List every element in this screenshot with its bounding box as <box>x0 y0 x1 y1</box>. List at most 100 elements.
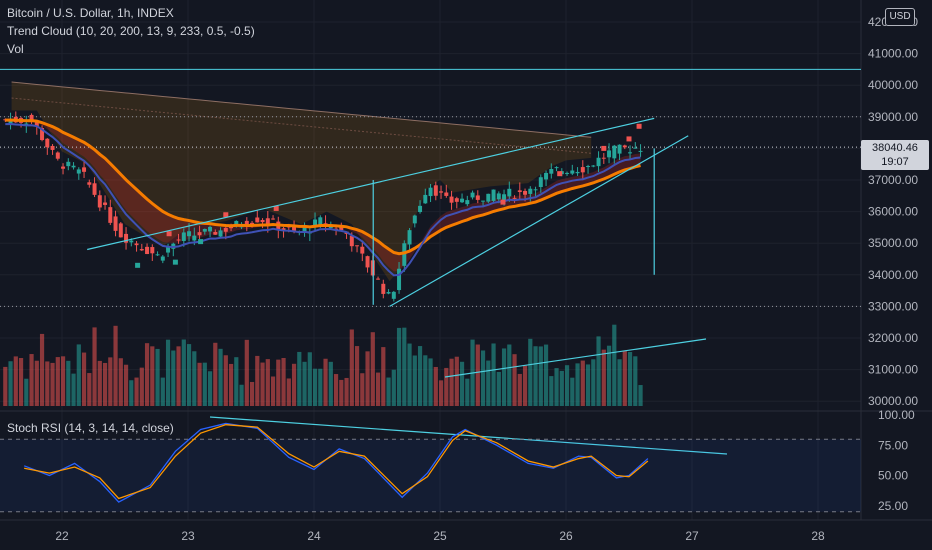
volume-bar <box>480 350 486 406</box>
volume-bar <box>144 343 150 406</box>
volume-bar <box>370 332 375 406</box>
candle-body <box>376 278 381 280</box>
trendlines[interactable] <box>87 117 728 455</box>
candle-body <box>423 194 428 204</box>
volume-bar <box>134 377 139 406</box>
volume-bar <box>50 362 55 406</box>
volume-bar <box>391 369 396 406</box>
volume-bar <box>297 351 302 406</box>
candle-body <box>176 239 181 241</box>
volume-bar <box>307 352 312 406</box>
candle-body <box>192 235 197 241</box>
candle-body <box>155 254 160 256</box>
volume-bar <box>181 339 186 406</box>
volume-bar <box>129 380 134 406</box>
volume-bar <box>176 346 181 406</box>
slow-ma-line <box>11 81 592 138</box>
candle-body <box>92 183 97 195</box>
candle-body <box>407 230 412 245</box>
candle-body <box>454 198 459 202</box>
candle-body <box>82 167 87 172</box>
price-tick-label: 39000.00 <box>868 110 918 124</box>
volume-bar <box>102 362 108 406</box>
stoch-d-line <box>24 424 649 500</box>
signal-markers <box>135 123 642 268</box>
candle-body <box>160 256 165 261</box>
candle-countdown: 19:07 <box>881 156 909 168</box>
candle-body <box>402 243 407 266</box>
volume-bar <box>318 368 323 406</box>
slow-ma-dotted <box>11 97 592 154</box>
signal-marker <box>223 212 229 218</box>
volume-bar <box>423 355 428 406</box>
ema-fast-line <box>5 123 641 277</box>
volume-bar <box>428 358 433 406</box>
candle-body <box>633 147 638 149</box>
last-price-value: 38040.46 <box>872 142 918 154</box>
volume-bar <box>270 376 276 406</box>
currency-button[interactable]: USD <box>885 8 915 26</box>
volume-bar <box>549 376 554 406</box>
slow-cloud <box>11 82 592 282</box>
volume-bar <box>255 355 260 406</box>
candle-body <box>486 193 491 202</box>
stoch-band-fill <box>0 439 861 512</box>
volume-bar <box>71 373 76 406</box>
candle-body <box>244 220 249 227</box>
candle-body <box>40 127 45 141</box>
candle-body <box>260 219 265 223</box>
candle-body <box>591 165 596 167</box>
volume-bar <box>596 336 601 406</box>
volume-trendline <box>444 338 707 378</box>
candle-body <box>596 157 601 167</box>
volume-bar <box>60 356 66 406</box>
signal-marker <box>557 171 563 177</box>
volume-bar <box>459 361 465 406</box>
volume-bar <box>281 357 286 406</box>
candle-body <box>118 223 123 238</box>
candle-body <box>533 189 538 191</box>
volume-bar <box>570 377 575 406</box>
candle-body <box>213 232 218 235</box>
candle-body <box>433 185 438 196</box>
volume-bar <box>323 358 328 406</box>
volume-bar <box>160 377 165 406</box>
candle-body <box>208 226 213 232</box>
candle-body <box>481 200 486 202</box>
candle-body <box>475 195 480 200</box>
candle-body <box>313 219 318 228</box>
price-tick-label: 34000.00 <box>868 268 918 282</box>
volume-bar <box>55 357 60 406</box>
price-axis: 30000.00 31000.00 32000.00 33000.00 34000.00… <box>868 15 918 513</box>
volume-bar <box>76 344 81 406</box>
volume-bar <box>575 363 580 406</box>
volume-bar <box>66 360 71 406</box>
price-tick-label: 33000.00 <box>868 299 918 313</box>
candle-body <box>292 225 297 231</box>
volume-bar <box>34 360 39 406</box>
volume-bar <box>202 362 207 406</box>
candle-body <box>45 138 50 148</box>
volume-bar <box>580 360 585 406</box>
volume-bar <box>239 384 244 406</box>
volume-bar <box>113 325 118 406</box>
volume-bar <box>155 348 160 406</box>
price-tick-label: 35000.00 <box>868 236 918 250</box>
candle-body <box>470 192 475 198</box>
candle-body <box>8 119 13 125</box>
candle-body <box>223 227 228 232</box>
volume-bar <box>139 367 144 406</box>
volume-bar <box>333 374 339 406</box>
candle-body <box>507 188 512 197</box>
indicator-label: Trend Cloud (10, 20, 200, 13, 9, 233, 0.… <box>7 24 255 38</box>
candle-body <box>565 172 570 174</box>
candle-body <box>97 195 102 208</box>
candle-body <box>145 246 150 255</box>
volume-bar <box>328 361 333 406</box>
candle-body <box>528 188 533 194</box>
volume-bar <box>638 385 643 406</box>
volume-bar <box>402 327 407 406</box>
volume-bar <box>617 359 622 406</box>
candle-body <box>628 152 633 154</box>
